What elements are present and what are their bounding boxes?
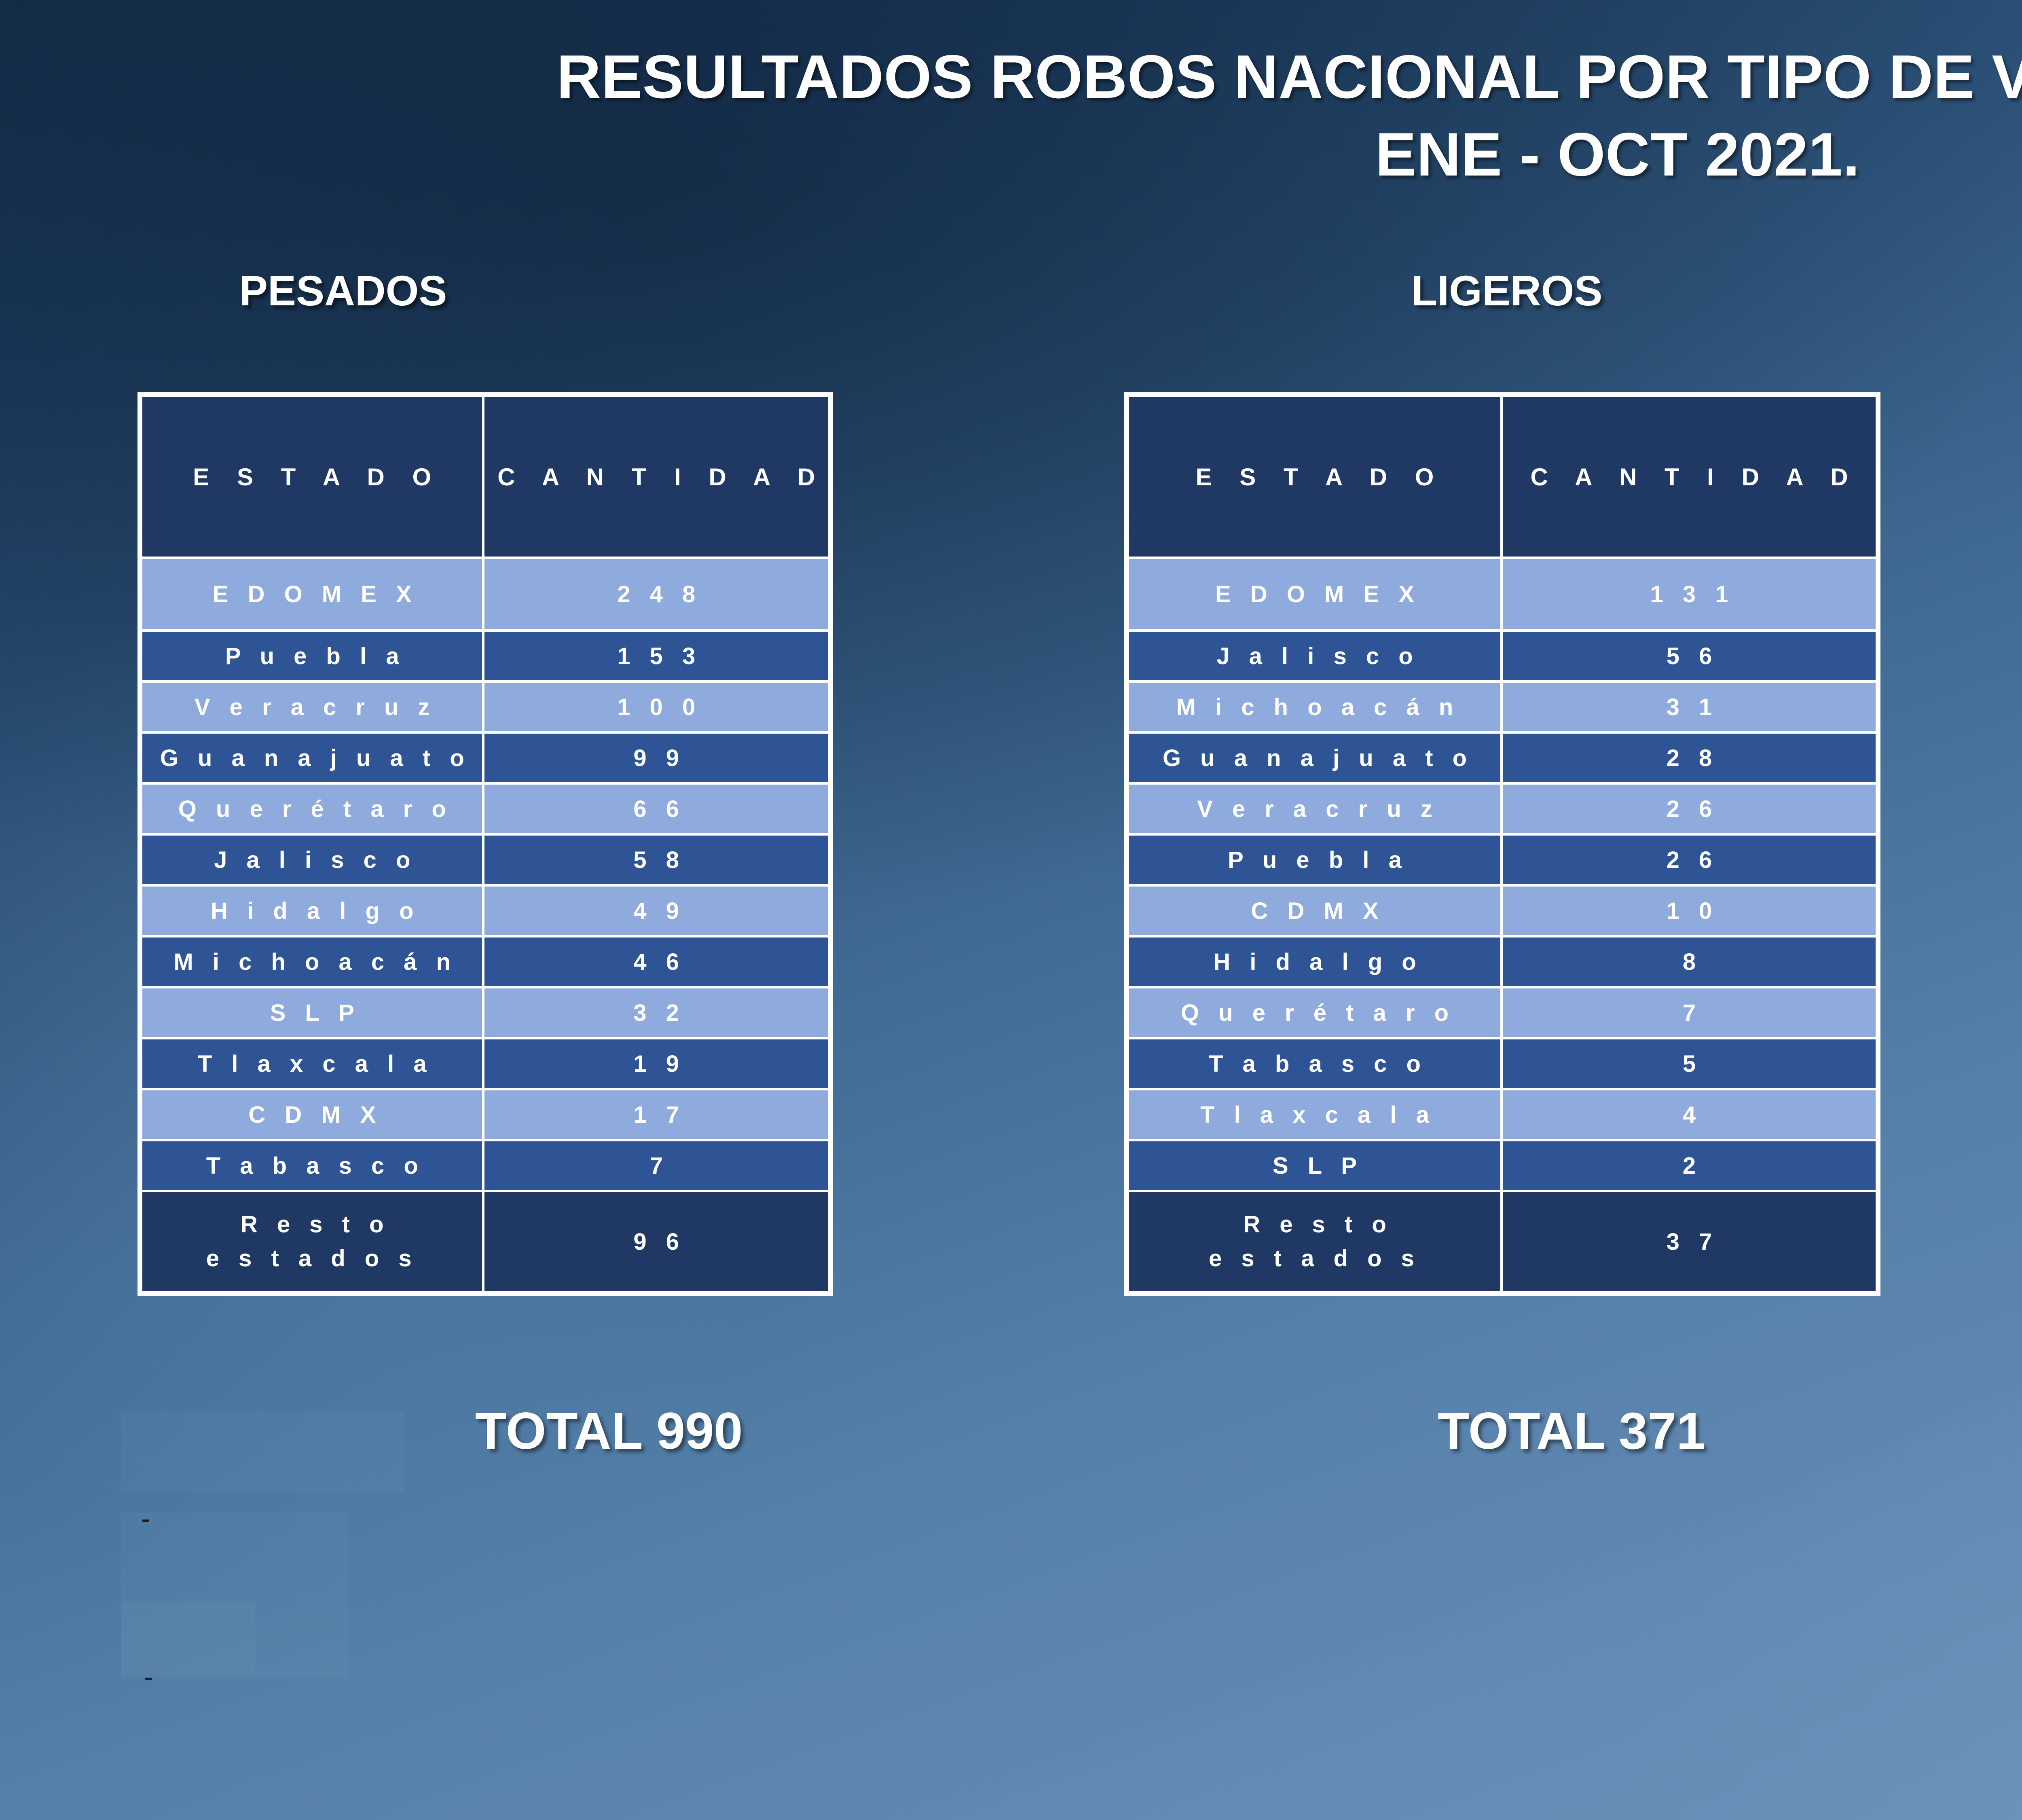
cell-cantidad: 1 5 3 [482, 629, 831, 683]
cell-cantidad: 4 9 [482, 884, 831, 938]
cell-cantidad: 6 6 [482, 782, 831, 836]
section-title-pesados: PESADOS [239, 267, 447, 315]
cell-cantidad: 5 [1500, 1037, 1878, 1090]
cell-cantidad: 3 7 [1500, 1190, 1878, 1293]
cell-estado: T l a x c a l a [140, 1037, 484, 1090]
cell-cantidad: 7 [1500, 986, 1878, 1039]
column-header-cantidad: C A N T I D A D [1500, 395, 1878, 559]
cell-cantidad: 1 3 1 [1500, 557, 1878, 632]
total-pesados: TOTAL 990 [475, 1402, 743, 1460]
cell-estado: T a b a s c o [1127, 1037, 1503, 1090]
cell-estado: M i c h o a c á n [1127, 680, 1503, 734]
cell-estado: G u a n a j u a t o [140, 731, 484, 785]
cell-cantidad: 3 1 [1500, 680, 1878, 734]
cell-estado: Q u e r é t a r o [1127, 986, 1503, 1039]
cell-cantidad: 9 6 [482, 1190, 831, 1293]
cell-cantidad: 2 [1500, 1139, 1878, 1192]
cell-cantidad: 1 7 [482, 1088, 831, 1141]
cell-estado: C D M X [1127, 884, 1503, 938]
cell-cantidad: 5 6 [1500, 629, 1878, 683]
cell-cantidad: 4 [1500, 1088, 1878, 1141]
cell-estado: M i c h o a c á n [140, 935, 484, 988]
bg-artifact-speck [142, 1519, 149, 1522]
section-title-ligeros: LIGEROS [1411, 267, 1603, 315]
cell-estado: C D M X [140, 1088, 484, 1141]
cell-cantidad: 2 6 [1500, 782, 1878, 836]
cell-cantidad: 3 2 [482, 986, 831, 1039]
bg-artifact-patch [121, 1513, 348, 1678]
cell-estado: T l a x c a l a [1127, 1088, 1503, 1141]
cell-cantidad: 2 6 [1500, 833, 1878, 887]
bg-artifact-patch [121, 1602, 255, 1674]
cell-cantidad: 1 0 [1500, 884, 1878, 938]
title-line-1: RESULTADOS ROBOS NACIONAL POR TIPO DE VE… [556, 42, 2022, 111]
cell-cantidad: 8 [1500, 935, 1878, 988]
cell-cantidad: 7 [482, 1139, 831, 1192]
cell-cantidad: 1 0 0 [482, 680, 831, 734]
total-ligeros: TOTAL 371 [1438, 1402, 1705, 1460]
column-header-estado: E S T A D O [1127, 395, 1503, 559]
cell-estado: S L P [140, 986, 484, 1039]
table-header-row: E S T A D O C A N T I D A D [140, 395, 831, 559]
cell-estado: P u e b l a [140, 629, 484, 683]
bg-artifact-speck [145, 1678, 152, 1680]
cell-estado: T a b a s c o [140, 1139, 484, 1192]
cell-estado: G u a n a j u a t o [1127, 731, 1503, 785]
cell-cantidad: 5 8 [482, 833, 831, 887]
cell-estado: E D O M E X [140, 557, 484, 632]
cell-estado: V e r a c r u z [1127, 782, 1503, 836]
cell-estado: H i d a l g o [1127, 935, 1503, 988]
table-header-row: E S T A D O C A N T I D A D [1127, 395, 1878, 559]
cell-cantidad: 1 9 [482, 1037, 831, 1090]
cell-cantidad: 4 6 [482, 935, 831, 988]
cell-estado: E D O M E X [1127, 557, 1503, 632]
title-line-2: ENE - OCT 2021. [1375, 120, 1860, 189]
cell-estado: J a l i s c o [1127, 629, 1503, 683]
bg-artifact-patch [121, 1412, 404, 1492]
cell-estado: P u e b l a [1127, 833, 1503, 887]
cell-estado: J a l i s c o [140, 833, 484, 887]
cell-estado: H i d a l g o [140, 884, 484, 938]
cell-cantidad: 9 9 [482, 731, 831, 785]
cell-estado: S L P [1127, 1139, 1503, 1192]
cell-cantidad: 2 8 [1500, 731, 1878, 785]
column-header-estado: E S T A D O [140, 395, 484, 559]
cell-estado: Q u e r é t a r o [140, 782, 484, 836]
column-header-cantidad: C A N T I D A D [482, 395, 831, 559]
cell-estado: V e r a c r u z [140, 680, 484, 734]
cell-cantidad: 2 4 8 [482, 557, 831, 632]
